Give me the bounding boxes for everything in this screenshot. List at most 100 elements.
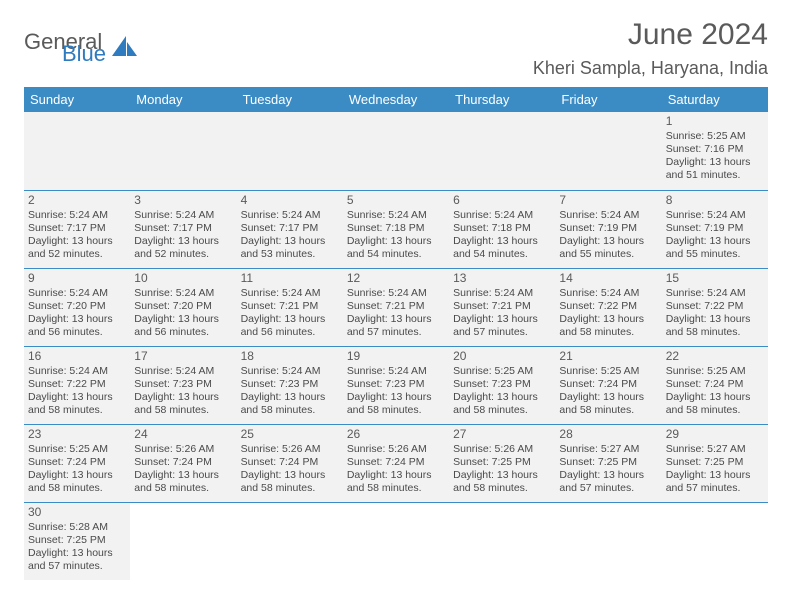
day-cell-5: 5Sunrise: 5:24 AMSunset: 7:18 PMDaylight…: [343, 190, 449, 268]
day-cell-3: 3Sunrise: 5:24 AMSunset: 7:17 PMDaylight…: [130, 190, 236, 268]
daylight-line: Daylight: 13 hours and 58 minutes.: [559, 391, 657, 417]
sunset-line: Sunset: 7:17 PM: [134, 222, 232, 235]
sunset-line: Sunset: 7:25 PM: [666, 456, 764, 469]
sunset-line: Sunset: 7:23 PM: [134, 378, 232, 391]
day-cell-15: 15Sunrise: 5:24 AMSunset: 7:22 PMDayligh…: [662, 268, 768, 346]
day-cell-8: 8Sunrise: 5:24 AMSunset: 7:19 PMDaylight…: [662, 190, 768, 268]
daylight-line: Daylight: 13 hours and 57 minutes.: [666, 469, 764, 495]
logo-text: General Blue: [24, 32, 106, 64]
day-number: 8: [666, 193, 764, 208]
sunrise-line: Sunrise: 5:27 AM: [666, 443, 764, 456]
sunrise-line: Sunrise: 5:24 AM: [347, 287, 445, 300]
empty-cell: [24, 112, 130, 190]
sunset-line: Sunset: 7:25 PM: [559, 456, 657, 469]
sunset-line: Sunset: 7:20 PM: [134, 300, 232, 313]
day-number: 28: [559, 427, 657, 442]
day-cell-13: 13Sunrise: 5:24 AMSunset: 7:21 PMDayligh…: [449, 268, 555, 346]
daylight-line: Daylight: 13 hours and 57 minutes.: [28, 547, 126, 573]
day-number: 17: [134, 349, 232, 364]
logo-word-2: Blue: [62, 44, 106, 64]
sunrise-line: Sunrise: 5:24 AM: [453, 209, 551, 222]
sunrise-line: Sunrise: 5:24 AM: [28, 209, 126, 222]
empty-cell: [237, 502, 343, 580]
day-number: 20: [453, 349, 551, 364]
day-number: 16: [28, 349, 126, 364]
sail-icon: [112, 36, 138, 63]
empty-cell: [449, 112, 555, 190]
day-number: 9: [28, 271, 126, 286]
day-cell-6: 6Sunrise: 5:24 AMSunset: 7:18 PMDaylight…: [449, 190, 555, 268]
day-cell-16: 16Sunrise: 5:24 AMSunset: 7:22 PMDayligh…: [24, 346, 130, 424]
sunrise-line: Sunrise: 5:24 AM: [666, 209, 764, 222]
day-number: 26: [347, 427, 445, 442]
week-row: 23Sunrise: 5:25 AMSunset: 7:24 PMDayligh…: [24, 424, 768, 502]
week-row: 30Sunrise: 5:28 AMSunset: 7:25 PMDayligh…: [24, 502, 768, 580]
sunrise-line: Sunrise: 5:25 AM: [666, 365, 764, 378]
day-header-wednesday: Wednesday: [343, 87, 449, 112]
header: General Blue June 2024 Kheri Sampla, Har…: [24, 18, 768, 79]
day-number: 2: [28, 193, 126, 208]
day-cell-18: 18Sunrise: 5:24 AMSunset: 7:23 PMDayligh…: [237, 346, 343, 424]
sunset-line: Sunset: 7:25 PM: [28, 534, 126, 547]
sunset-line: Sunset: 7:21 PM: [453, 300, 551, 313]
day-number: 30: [28, 505, 126, 520]
day-number: 25: [241, 427, 339, 442]
empty-cell: [662, 502, 768, 580]
day-header-monday: Monday: [130, 87, 236, 112]
daylight-line: Daylight: 13 hours and 58 minutes.: [453, 391, 551, 417]
day-number: 12: [347, 271, 445, 286]
sunrise-line: Sunrise: 5:24 AM: [134, 365, 232, 378]
sunset-line: Sunset: 7:25 PM: [453, 456, 551, 469]
sunrise-line: Sunrise: 5:24 AM: [666, 287, 764, 300]
title-block: June 2024 Kheri Sampla, Haryana, India: [533, 18, 768, 79]
day-cell-1: 1Sunrise: 5:25 AMSunset: 7:16 PMDaylight…: [662, 112, 768, 190]
daylight-line: Daylight: 13 hours and 57 minutes.: [453, 313, 551, 339]
day-number: 27: [453, 427, 551, 442]
calendar-table: SundayMondayTuesdayWednesdayThursdayFrid…: [24, 87, 768, 580]
day-cell-19: 19Sunrise: 5:24 AMSunset: 7:23 PMDayligh…: [343, 346, 449, 424]
day-number: 4: [241, 193, 339, 208]
daylight-line: Daylight: 13 hours and 58 minutes.: [453, 469, 551, 495]
sunrise-line: Sunrise: 5:27 AM: [559, 443, 657, 456]
day-header-sunday: Sunday: [24, 87, 130, 112]
sunset-line: Sunset: 7:24 PM: [666, 378, 764, 391]
empty-cell: [130, 502, 236, 580]
sunset-line: Sunset: 7:24 PM: [28, 456, 126, 469]
day-number: 15: [666, 271, 764, 286]
day-header-saturday: Saturday: [662, 87, 768, 112]
empty-cell: [555, 112, 661, 190]
day-number: 29: [666, 427, 764, 442]
sunrise-line: Sunrise: 5:24 AM: [241, 209, 339, 222]
sunrise-line: Sunrise: 5:24 AM: [453, 287, 551, 300]
day-number: 18: [241, 349, 339, 364]
week-row: 2Sunrise: 5:24 AMSunset: 7:17 PMDaylight…: [24, 190, 768, 268]
day-header-tuesday: Tuesday: [237, 87, 343, 112]
day-cell-22: 22Sunrise: 5:25 AMSunset: 7:24 PMDayligh…: [662, 346, 768, 424]
sunrise-line: Sunrise: 5:26 AM: [347, 443, 445, 456]
sunset-line: Sunset: 7:24 PM: [347, 456, 445, 469]
sunset-line: Sunset: 7:23 PM: [453, 378, 551, 391]
day-cell-23: 23Sunrise: 5:25 AMSunset: 7:24 PMDayligh…: [24, 424, 130, 502]
sunset-line: Sunset: 7:24 PM: [559, 378, 657, 391]
daylight-line: Daylight: 13 hours and 56 minutes.: [241, 313, 339, 339]
daylight-line: Daylight: 13 hours and 58 minutes.: [666, 391, 764, 417]
week-row: 9Sunrise: 5:24 AMSunset: 7:20 PMDaylight…: [24, 268, 768, 346]
daylight-line: Daylight: 13 hours and 58 minutes.: [347, 469, 445, 495]
daylight-line: Daylight: 13 hours and 53 minutes.: [241, 235, 339, 261]
day-cell-27: 27Sunrise: 5:26 AMSunset: 7:25 PMDayligh…: [449, 424, 555, 502]
sunset-line: Sunset: 7:21 PM: [241, 300, 339, 313]
sunset-line: Sunset: 7:18 PM: [347, 222, 445, 235]
day-cell-9: 9Sunrise: 5:24 AMSunset: 7:20 PMDaylight…: [24, 268, 130, 346]
day-number: 1: [666, 114, 764, 129]
empty-cell: [343, 112, 449, 190]
day-cell-20: 20Sunrise: 5:25 AMSunset: 7:23 PMDayligh…: [449, 346, 555, 424]
sunset-line: Sunset: 7:24 PM: [134, 456, 232, 469]
day-number: 13: [453, 271, 551, 286]
sunset-line: Sunset: 7:19 PM: [559, 222, 657, 235]
daylight-line: Daylight: 13 hours and 58 minutes.: [241, 469, 339, 495]
sunrise-line: Sunrise: 5:25 AM: [559, 365, 657, 378]
daylight-line: Daylight: 13 hours and 58 minutes.: [559, 313, 657, 339]
empty-cell: [343, 502, 449, 580]
sunrise-line: Sunrise: 5:24 AM: [134, 287, 232, 300]
sunrise-line: Sunrise: 5:24 AM: [28, 287, 126, 300]
